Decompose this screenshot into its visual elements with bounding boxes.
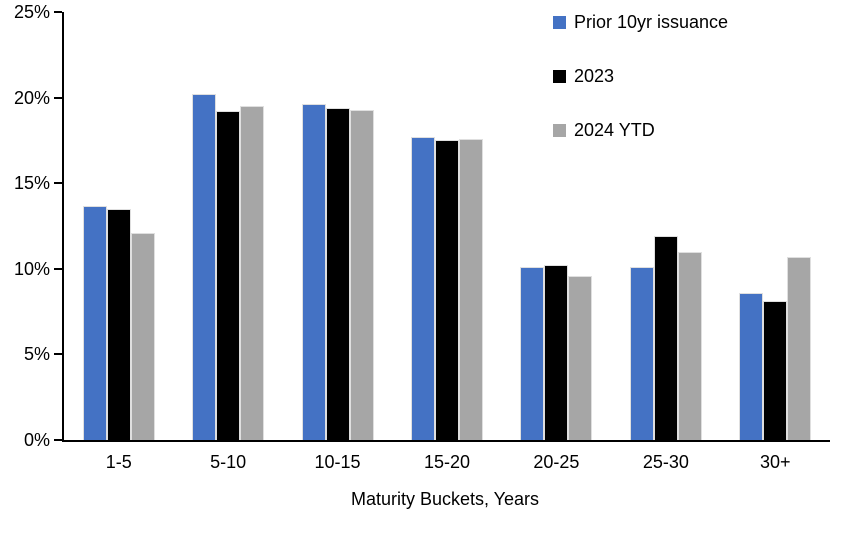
bar (130, 232, 155, 440)
bar-group-5-10 (173, 12, 282, 440)
legend-item: Prior 10yr issuance (553, 12, 728, 33)
x-axis-tick-label: 25-30 (642, 452, 689, 472)
bar (82, 205, 107, 440)
bar (677, 251, 702, 440)
bar (787, 256, 812, 440)
legend-item: 2023 (553, 66, 728, 87)
legend-swatch-icon (553, 16, 566, 29)
plot-area: 0% 5% 10% 15% 20% 25% 1-5 5-10 10-15 15-20 20-25 25… (14, 2, 830, 472)
y-axis-tick (54, 182, 62, 185)
y-axis-tick-label: 15% (13, 173, 50, 194)
x-axis-tick-label: 10-15 (314, 452, 361, 472)
y-axis-tick (54, 96, 62, 99)
bar-group-25-30 (611, 12, 720, 440)
legend-label: Prior 10yr issuance (574, 12, 729, 32)
y-axis-tick-label: 20% (13, 87, 50, 108)
y-axis-tick (54, 11, 62, 13)
x-axis-tick-label: 30+ (760, 452, 791, 472)
bar-group-10-15 (283, 12, 392, 440)
bar (216, 111, 241, 440)
y-axis-tick-label: 0% (23, 430, 50, 450)
bar (544, 265, 569, 440)
bar (301, 104, 326, 440)
bar (192, 94, 217, 440)
x-axis-tick-label: 5-10 (210, 452, 247, 472)
bar (568, 275, 593, 440)
bar (763, 301, 788, 440)
bar (410, 137, 435, 440)
y-axis-tick-label: 10% (13, 258, 50, 279)
x-axis-title: Maturity Buckets, Years (350, 489, 540, 509)
bar (653, 236, 678, 440)
y-axis-tick (54, 267, 62, 270)
bar (629, 267, 654, 440)
bar-group-1-5 (64, 12, 173, 440)
x-axis-tick-label: 15-20 (423, 452, 471, 472)
bar (349, 109, 374, 440)
y-axis-tick (54, 439, 62, 441)
bar (325, 107, 350, 440)
legend-swatch-icon (553, 70, 566, 83)
legend-label: 2023 (574, 66, 615, 86)
bar (434, 140, 459, 440)
bar-group-20-25 (502, 12, 611, 440)
bar (240, 106, 265, 440)
bar (520, 267, 545, 440)
legend-item: 2024 YTD (553, 120, 728, 141)
bar-group-15-20 (392, 12, 501, 440)
legend: Prior 10yr issuance 2023 2024 YTD (553, 12, 728, 174)
legend-label: 2024 YTD (574, 120, 655, 140)
x-axis-tick-label: 1-5 (105, 452, 132, 472)
bar-group-30+ (721, 12, 830, 440)
y-axis-tick-label: 25% (13, 2, 50, 22)
bar (458, 138, 483, 440)
x-axis-tick-label: 20-25 (533, 452, 580, 472)
bar (106, 208, 131, 440)
y-axis-tick (54, 353, 62, 356)
y-axis-tick-label: 5% (23, 344, 50, 365)
legend-swatch-icon (553, 124, 566, 137)
bar (739, 292, 764, 440)
